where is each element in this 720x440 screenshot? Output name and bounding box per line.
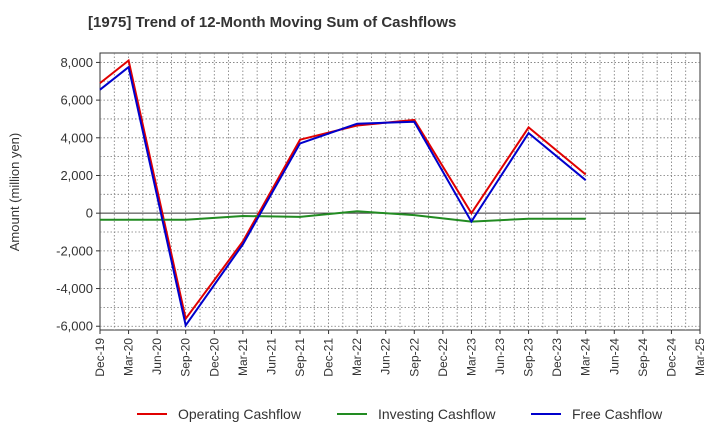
x-tick-label: Mar-23 [464,338,478,376]
x-tick-label: Jun-23 [493,338,507,375]
x-tick-label: Mar-25 [693,338,707,376]
x-tick-label: Mar-20 [122,338,136,376]
y-tick-label: 0 [86,206,93,221]
x-tick-label: Jun-24 [607,338,621,375]
x-tick-label: Sep-24 [636,338,650,377]
y-tick-label: 6,000 [60,93,93,108]
x-tick-label: Jun-22 [379,338,393,375]
y-tick-label: 4,000 [60,130,93,145]
x-tick-label: Dec-19 [93,338,107,377]
y-axis-label: Amount (million yen) [7,133,22,252]
y-tick-label: -4,000 [56,281,93,296]
x-tick-label: Sep-23 [522,338,536,377]
y-tick-label: -6,000 [56,319,93,334]
x-tick-label: Sep-22 [407,338,421,377]
x-tick-label: Jun-21 [264,338,278,375]
x-tick-label: Dec-20 [207,338,221,377]
y-tick-label: -2,000 [56,243,93,258]
x-tick-label: Dec-24 [664,338,678,377]
x-tick-label: Dec-23 [550,338,564,377]
x-tick-label: Mar-21 [236,338,250,376]
x-tick-label: Sep-20 [179,338,193,377]
legend-label-free-cashflow: Free Cashflow [572,406,663,422]
series-line-investing-cashflow [100,210,586,223]
x-tick-label: Dec-21 [322,338,336,377]
legend-label-investing-cashflow: Investing Cashflow [378,406,496,422]
y-tick-label: 8,000 [60,55,93,70]
x-tick-label: Jun-20 [150,338,164,375]
series-line-free-cashflow [99,65,587,328]
legend-label-operating-cashflow: Operating Cashflow [178,406,302,422]
x-tick-label: Mar-22 [350,338,364,376]
x-tick-label: Sep-21 [293,338,307,377]
chart-title: [1975] Trend of 12-Month Moving Sum of C… [88,14,457,31]
x-tick-label: Mar-24 [579,338,593,376]
y-tick-label: 2,000 [60,168,93,183]
x-tick-label: Dec-22 [436,338,450,377]
